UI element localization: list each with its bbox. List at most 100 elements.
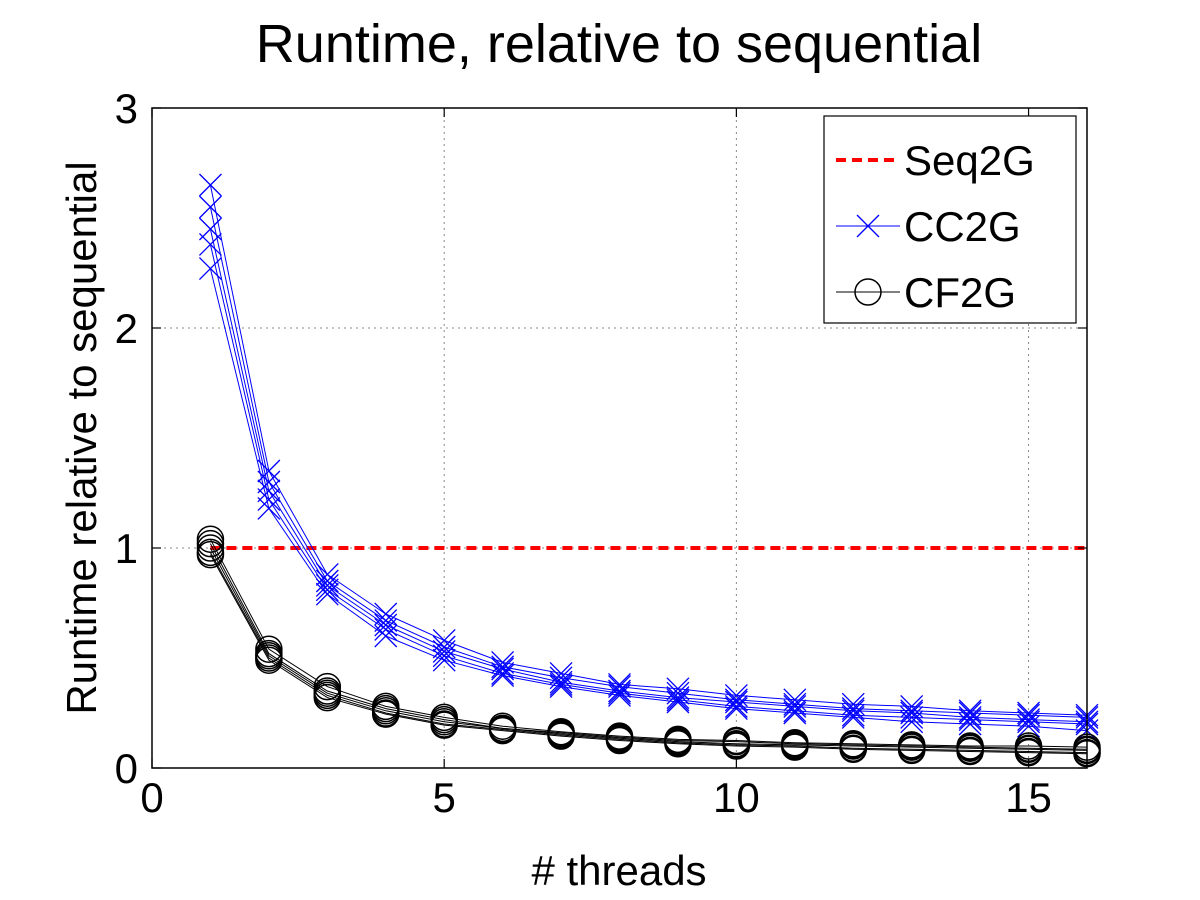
cc2g-point — [724, 697, 748, 721]
marker-stroke — [491, 664, 515, 688]
marker-stroke — [841, 697, 865, 721]
cf2g-point — [839, 735, 867, 764]
cc2g-point — [491, 657, 515, 681]
marker-stroke — [856, 214, 880, 238]
axis-ticks: 0 5 10 15 0 1 2 3 — [115, 85, 1087, 821]
legend-marker — [854, 278, 882, 306]
marker-stroke — [724, 688, 748, 712]
cc2g-point — [432, 644, 456, 668]
cf2g-line — [209, 552, 1088, 754]
cc2g-point — [257, 470, 281, 494]
x-tick-label: 5 — [433, 774, 456, 821]
marker-stroke — [1017, 701, 1041, 725]
legend-entry-cc2g: CC2G — [836, 203, 1021, 250]
cc2g-point — [900, 701, 924, 725]
cc2g-point — [374, 617, 398, 641]
marker-stroke — [374, 617, 398, 641]
marker-stroke — [900, 701, 924, 725]
marker-stroke — [608, 679, 631, 703]
cc2g-point — [549, 672, 573, 696]
cc2g-point — [783, 701, 807, 725]
cc2g-point — [666, 677, 690, 701]
cc2g-line — [209, 228, 1088, 723]
marker-stroke — [315, 578, 339, 602]
y-axis-label: Runtime relative to sequential — [58, 161, 105, 714]
marker-stroke — [900, 705, 924, 729]
marker-stroke — [841, 703, 865, 727]
cf2g-line — [209, 538, 1088, 748]
cc2g-point — [608, 679, 631, 703]
marker-stroke — [1017, 710, 1041, 734]
marker-stroke — [958, 708, 982, 732]
cc2g-point — [432, 635, 456, 659]
marker-stroke — [432, 644, 456, 668]
cc2g-line — [209, 184, 1088, 716]
marker-stroke — [1017, 703, 1041, 727]
marker-stroke — [608, 681, 631, 705]
cc2g-point — [841, 705, 865, 729]
legend-entry-cf2g: CF2G — [836, 269, 1016, 316]
cf2g-point — [897, 736, 926, 765]
marker-stroke — [958, 705, 982, 729]
cc2g-point — [257, 496, 281, 520]
cf2g-point — [605, 726, 634, 755]
marker-stroke — [958, 699, 982, 723]
cf2g-point — [956, 737, 984, 766]
marker-stroke — [315, 569, 339, 593]
marker-stroke — [666, 686, 690, 710]
marker-stroke — [491, 661, 515, 685]
legend-entry-seq2g: Seq2G — [836, 137, 1035, 184]
cc2g-point — [198, 173, 222, 197]
marker-stroke — [257, 496, 281, 520]
cc2g-point — [257, 479, 281, 503]
cf2g-point — [255, 646, 283, 674]
cc2g-line — [209, 268, 1088, 732]
marker-stroke — [666, 677, 690, 701]
marker-stroke — [257, 479, 281, 503]
marker-stroke — [549, 672, 573, 696]
y-tick-label: 3 — [115, 85, 138, 132]
cc2g-point — [724, 694, 748, 718]
marker-stroke — [432, 635, 456, 659]
legend-label: Seq2G — [904, 137, 1035, 184]
cf2g-point — [313, 683, 342, 712]
marker-stroke — [1017, 714, 1041, 738]
x-tick-label: 15 — [1005, 774, 1052, 821]
marker-stroke — [958, 701, 982, 725]
cf2g-point — [781, 733, 809, 761]
cc2g-point — [374, 624, 398, 648]
marker-stroke — [841, 692, 865, 716]
series-cc2g — [198, 173, 1099, 743]
plot-area-frame — [151, 107, 1088, 769]
cc2g-point — [841, 703, 865, 727]
marker-stroke — [841, 705, 865, 729]
marker-stroke — [198, 195, 222, 219]
marker-stroke — [783, 699, 807, 723]
cf2g-line — [209, 547, 1088, 751]
cf2g-point — [196, 540, 225, 569]
cc2g-point — [315, 578, 339, 602]
marker-stroke — [491, 657, 515, 681]
marker-stroke — [374, 613, 398, 637]
marker-stroke — [900, 699, 924, 723]
cf2g-line — [209, 554, 1088, 755]
y-tick-label: 2 — [115, 305, 138, 352]
marker-stroke — [724, 690, 748, 714]
plot-series — [196, 173, 1101, 768]
marker-stroke — [783, 694, 807, 718]
cc2g-line — [209, 244, 1088, 725]
marker-stroke — [841, 699, 865, 723]
marker-stroke — [374, 624, 398, 648]
cc2g-point — [608, 681, 631, 705]
cc2g-point — [783, 699, 807, 723]
marker-stroke — [783, 688, 807, 712]
cc2g-point — [1017, 714, 1041, 738]
marker-stroke — [666, 690, 690, 714]
marker-stroke — [432, 639, 456, 663]
legend-label: CF2G — [904, 269, 1016, 316]
y-tick-label: 1 — [115, 525, 138, 572]
legend-marker — [856, 214, 880, 238]
cc2g-point — [198, 257, 222, 281]
cc2g-point — [198, 232, 222, 256]
